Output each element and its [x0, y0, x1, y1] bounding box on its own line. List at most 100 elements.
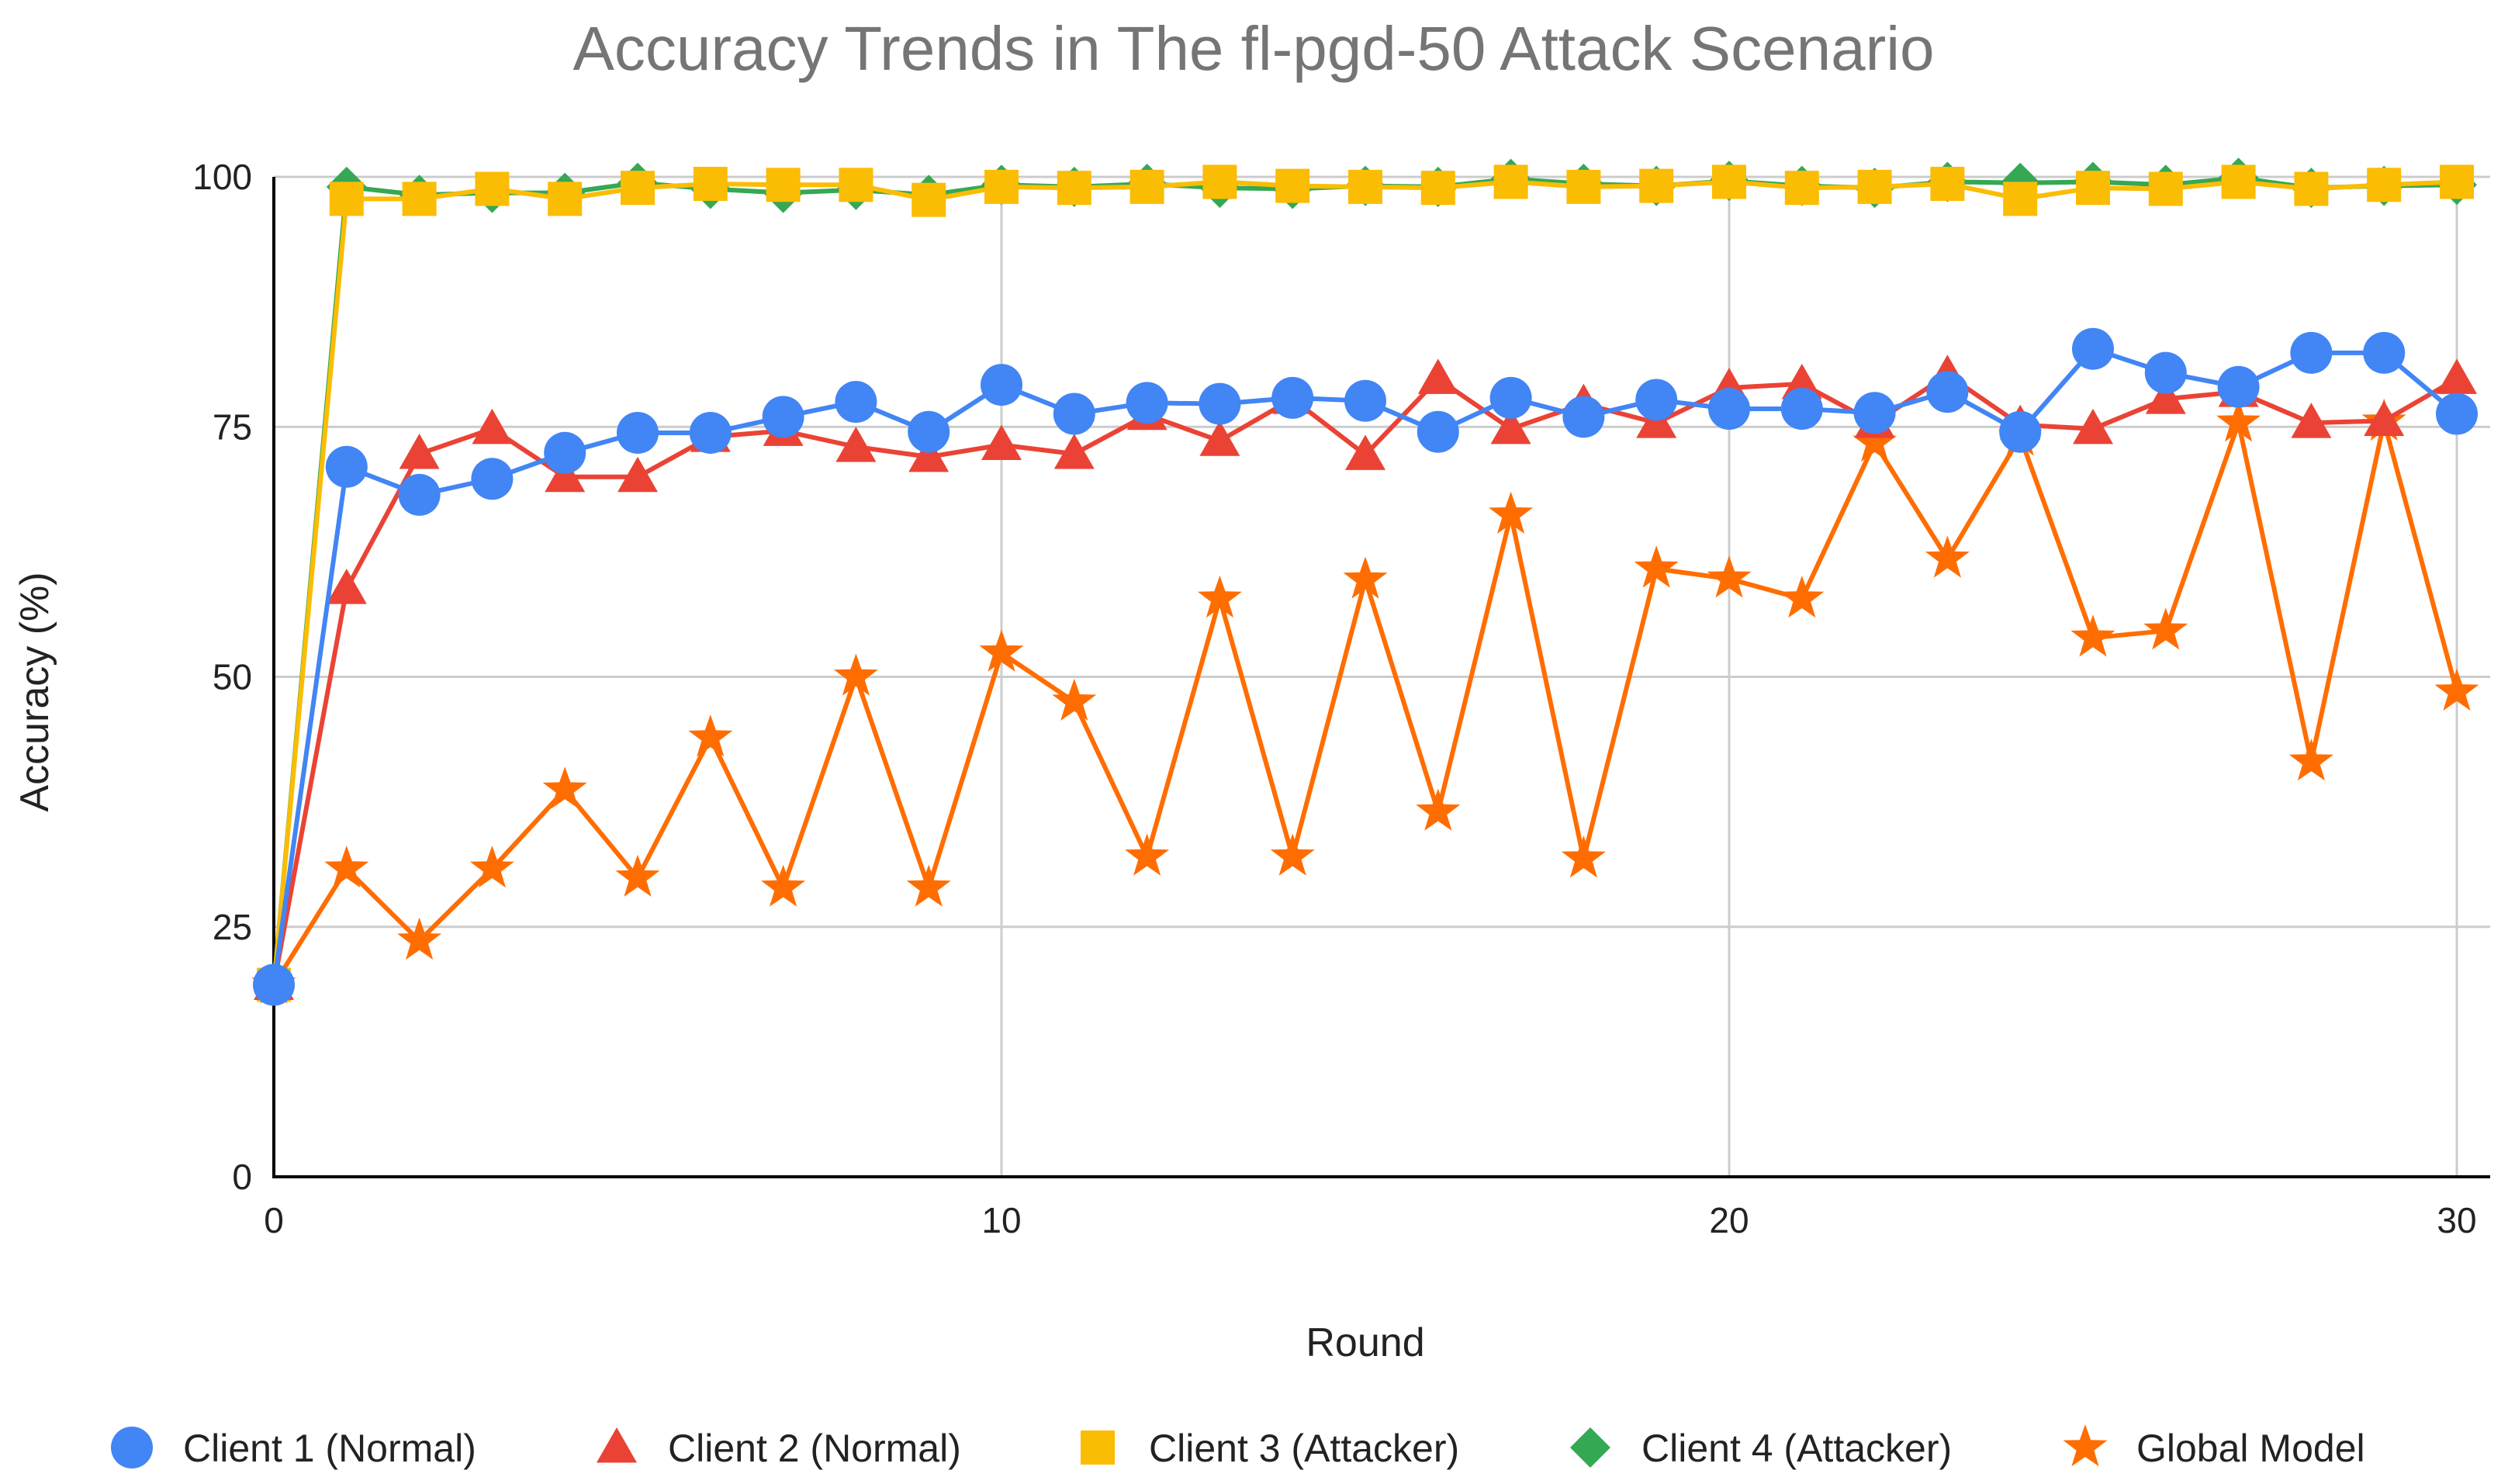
- legend-label: Client 4 (Attacker): [1641, 1427, 1952, 1470]
- data-point-client-2-normal: [1053, 434, 1095, 469]
- series-client-1-normal: [253, 327, 2478, 1006]
- x-tick-label: 30: [2437, 1200, 2476, 1240]
- data-point-client-3-attacker: [1348, 169, 1382, 204]
- data-point-client-3-attacker: [1420, 171, 1455, 206]
- y-tick-label: 25: [213, 907, 252, 947]
- data-point-global-model: [1125, 833, 1170, 876]
- data-point-client-2-normal: [472, 408, 513, 445]
- data-point-client-1-normal: [1489, 376, 1532, 419]
- data-point-client-1-normal: [762, 396, 804, 438]
- legend-item-client-2-normal: Client 2 (Normal): [597, 1427, 961, 1470]
- data-point-global-model: [2288, 739, 2333, 781]
- data-point-client-1-normal: [1708, 388, 1750, 431]
- data-point-global-model: [1925, 535, 1970, 578]
- y-tick-label: 0: [232, 1157, 252, 1197]
- series-client-3-attacker: [257, 164, 2474, 1002]
- data-point-client-1-normal: [689, 411, 732, 454]
- data-point-client-2-normal: [545, 456, 586, 493]
- data-point-client-1-normal: [1853, 392, 1896, 434]
- legend-label: Client 3 (Attacker): [1149, 1427, 1459, 1470]
- data-point-client-2-normal: [2073, 408, 2113, 445]
- data-point-global-model: [1343, 556, 1388, 599]
- chart-title: Accuracy Trends in The fl-pgd-50 Attack …: [573, 14, 1935, 83]
- data-point-global-model: [1052, 678, 1097, 721]
- data-point-global-model: [1416, 788, 1461, 831]
- axes: [272, 177, 2490, 1178]
- data-point-global-model: [688, 714, 733, 757]
- data-point-client-3-attacker: [1712, 164, 1746, 199]
- data-point-client-1-normal: [398, 473, 441, 516]
- legend-label: Client 1 (Normal): [183, 1427, 476, 1470]
- data-point-client-1-normal: [1780, 388, 1823, 431]
- data-point-global-model: [615, 854, 660, 897]
- data-point-global-model: [2143, 607, 2188, 650]
- data-point-client-3-attacker: [1129, 169, 1164, 204]
- y-tick-label: 100: [192, 157, 252, 197]
- data-point-client-1-normal: [1999, 410, 2042, 453]
- data-point-client-1-normal: [2072, 327, 2114, 370]
- data-point-client-1-normal: [2436, 393, 2478, 435]
- data-point-global-model: [1197, 576, 1242, 618]
- data-point-client-3-attacker: [1566, 169, 1601, 204]
- data-point-client-3-attacker: [2221, 164, 2256, 199]
- data-point-client-2-normal: [2364, 400, 2405, 437]
- data-point-client-2-normal: [2291, 403, 2332, 438]
- data-point-client-1-normal: [2290, 331, 2333, 374]
- data-point-global-model: [2070, 614, 2115, 657]
- legend-item-client-4-attacker: Client 4 (Attacker): [1570, 1427, 1952, 1470]
- data-point-client-3-attacker: [2367, 168, 2402, 202]
- data-point-client-3-attacker: [1057, 171, 1091, 206]
- data-point-client-1-normal: [908, 410, 950, 453]
- data-point-global-model: [2434, 668, 2479, 711]
- data-point-client-3-attacker: [2148, 171, 2183, 206]
- data-point-client-2-normal: [1417, 358, 1458, 394]
- data-point-client-2-normal: [1345, 434, 1385, 470]
- data-point-client-1-normal: [2363, 331, 2406, 374]
- data-point-client-1-normal: [1053, 393, 1095, 435]
- data-point-client-1-normal: [1199, 382, 1241, 425]
- x-tick-label: 10: [981, 1200, 1021, 1240]
- data-point-global-model: [1489, 491, 1534, 534]
- legend-item-global-model: Global Model: [2063, 1424, 2365, 1470]
- data-point-client-2-normal: [1781, 363, 1822, 400]
- data-point-global-model: [979, 629, 1024, 672]
- legend: Client 1 (Normal) Client 2 (Normal) Client…: [111, 1424, 2365, 1470]
- data-point-global-model: [469, 846, 514, 888]
- data-point-client-1-normal: [1635, 379, 1678, 421]
- data-point-global-model: [761, 864, 806, 907]
- legend-marker-star: [2063, 1424, 2108, 1467]
- data-point-client-1-normal: [544, 431, 586, 474]
- data-point-client-2-normal: [2145, 379, 2186, 414]
- data-point-global-model: [1852, 419, 1897, 462]
- data-point-client-2-normal: [399, 434, 440, 469]
- series-layer: [251, 157, 2479, 1006]
- data-point-client-3-attacker: [766, 168, 801, 202]
- data-point-client-1-normal: [471, 458, 514, 500]
- data-point-client-1-normal: [325, 445, 368, 488]
- y-tick-labels: 0 25 50 75 100: [192, 157, 252, 1197]
- data-point-client-3-attacker: [402, 182, 437, 216]
- data-point-global-model: [833, 653, 878, 696]
- data-point-client-3-attacker: [1784, 171, 1819, 206]
- y-tick-label: 75: [213, 406, 252, 447]
- data-point-global-model: [1561, 835, 1606, 878]
- data-point-client-2-normal: [835, 427, 877, 462]
- data-point-client-2-normal: [326, 569, 367, 604]
- data-point-client-3-attacker: [2440, 164, 2474, 199]
- data-point-client-3-attacker: [621, 171, 655, 206]
- data-point-client-2-normal: [1490, 408, 1531, 445]
- data-point-global-model: [1634, 545, 1679, 588]
- data-point-client-3-attacker: [2003, 182, 2038, 216]
- data-point-client-3-attacker: [548, 182, 583, 216]
- data-point-client-3-attacker: [1493, 164, 1528, 199]
- data-point-client-3-attacker: [1857, 169, 1892, 204]
- x-tick-label: 0: [264, 1200, 284, 1240]
- data-point-client-1-normal: [2144, 351, 2187, 394]
- legend-item-client-1-normal: Client 1 (Normal): [111, 1427, 476, 1470]
- data-point-client-3-attacker: [2294, 171, 2329, 206]
- data-point-client-1-normal: [1417, 410, 1459, 453]
- legend-marker-square: [1081, 1430, 1115, 1465]
- data-point-client-1-normal: [2217, 365, 2260, 408]
- data-point-client-1-normal: [253, 963, 295, 1006]
